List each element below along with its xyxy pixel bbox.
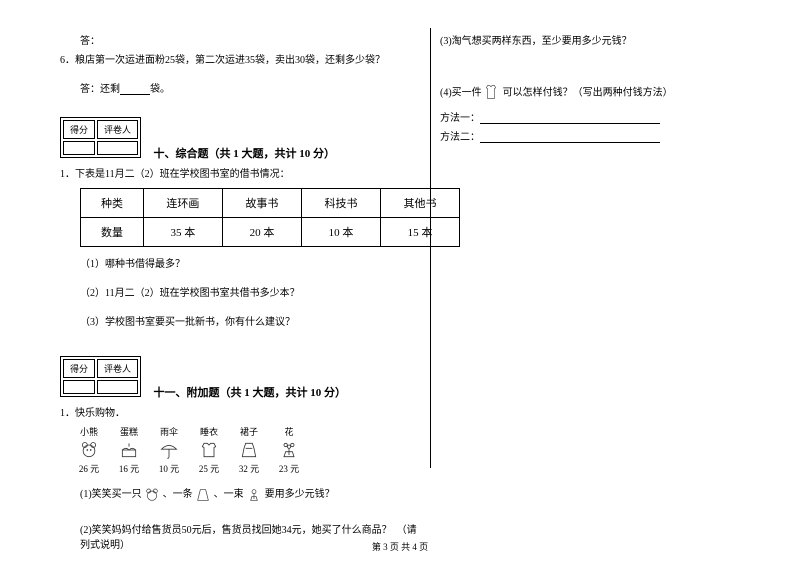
section-10-title: 十、综合题（共 1 大题，共计 10 分） <box>154 145 336 161</box>
text: 可以怎样付钱？（写出两种付钱方法） <box>503 87 673 98</box>
method-label: 方法一： <box>440 113 480 124</box>
item-name: 裙子 <box>240 425 258 438</box>
item-flower: 花 23 元 <box>278 425 300 475</box>
method-1: 方法一： <box>440 109 730 124</box>
item-umbrella: 雨伞 10 元 <box>158 425 180 475</box>
left-column: 答： 6．粮店第一次运进面粉25袋，第二次运进35袋，卖出30袋，还剩多少袋？ … <box>60 28 425 555</box>
pajamas-icon <box>484 83 500 103</box>
table-header: 种类 <box>81 189 144 218</box>
pajamas-icon <box>198 439 220 461</box>
item-price: 25 元 <box>199 462 219 475</box>
item-price: 32 元 <box>239 462 259 475</box>
table-cell: 15 本 <box>380 218 459 247</box>
text: 、一条 <box>163 489 193 500</box>
question-3: (3)淘气想买两样东西，至少要用多少元钱？ <box>440 32 730 47</box>
bear-icon <box>78 439 100 461</box>
method-label: 方法二： <box>440 132 480 143</box>
text: 要用多少元钱？ <box>265 489 335 500</box>
table-header: 故事书 <box>222 189 301 218</box>
table-cell: 数量 <box>81 218 144 247</box>
table-cell: 20 本 <box>222 218 301 247</box>
flower-icon <box>278 439 300 461</box>
item-price: 26 元 <box>79 462 99 475</box>
item-skirt: 裙子 32 元 <box>238 425 260 475</box>
sub-question-2: （2）11月二（2）班在学校图书室共借书多少本？ <box>60 284 425 299</box>
blank-line <box>480 113 660 124</box>
score-label: 得分 <box>63 359 95 378</box>
section-11-q1: 1．快乐购物． <box>60 404 425 419</box>
table-row: 数量 35 本 20 本 10 本 15 本 <box>81 218 460 247</box>
item-price: 16 元 <box>119 462 139 475</box>
score-label: 得分 <box>63 120 95 139</box>
section-11-title: 十一、附加题（共 1 大题，共计 10 分） <box>154 384 347 400</box>
column-divider <box>430 28 431 468</box>
table-row: 种类 连环画 故事书 科技书 其他书 <box>81 189 460 218</box>
item-bear: 小熊 26 元 <box>78 425 100 475</box>
item-price: 23 元 <box>279 462 299 475</box>
item-name: 睡衣 <box>200 425 218 438</box>
text: 、一束 <box>214 489 244 500</box>
table-header: 科技书 <box>301 189 380 218</box>
table-header: 连环画 <box>143 189 222 218</box>
item-name: 雨伞 <box>160 425 178 438</box>
section-10-q1: 1．下表是11月二（2）班在学校图书室的借书情况： <box>60 165 425 180</box>
flower-icon <box>246 487 262 503</box>
question-6-answer: 答：还剩袋。 <box>60 80 425 95</box>
blank-line <box>480 132 660 143</box>
item-name: 蛋糕 <box>120 425 138 438</box>
item-cake: 蛋糕 16 元 <box>118 425 140 475</box>
item-price: 10 元 <box>159 462 179 475</box>
bear-icon <box>144 487 160 503</box>
skirt-icon <box>195 487 211 503</box>
right-column: (3)淘气想买两样东西，至少要用多少元钱？ (4)买一件 可以怎样付钱？（写出两… <box>440 28 730 147</box>
grader-label: 评卷人 <box>97 120 138 139</box>
items-row: 小熊 26 元 蛋糕 16 元 雨伞 10 元 睡衣 25 元 裙子 <box>78 425 425 475</box>
item-pajamas: 睡衣 25 元 <box>198 425 220 475</box>
sub-question-3: （3）学校图书室要买一批新书，你有什么建议？ <box>60 313 425 328</box>
method-2: 方法二： <box>440 128 730 143</box>
score-box: 得分 评卷人 <box>60 356 141 397</box>
cake-icon <box>118 439 140 461</box>
table-header: 其他书 <box>380 189 459 218</box>
question-6: 6．粮店第一次运进面粉25袋，第二次运进35袋，卖出30袋，还剩多少袋？ <box>60 51 425 66</box>
grader-label: 评卷人 <box>97 359 138 378</box>
table-cell: 35 本 <box>143 218 222 247</box>
book-table: 种类 连环画 故事书 科技书 其他书 数量 35 本 20 本 10 本 15 … <box>80 188 460 247</box>
sub-question-1: （1）哪种书借得最多？ <box>60 255 425 270</box>
text: (1)笑笑买一只 <box>80 489 142 500</box>
text: (4)买一件 <box>440 87 482 98</box>
shop-question-1: (1)笑笑买一只 、一条 、一束 要用多少元钱？ <box>60 485 425 503</box>
skirt-icon <box>238 439 260 461</box>
item-name: 花 <box>284 425 293 438</box>
umbrella-icon <box>158 439 180 461</box>
question-4: (4)买一件 可以怎样付钱？（写出两种付钱方法） <box>440 83 730 103</box>
answer-prefix: 答： <box>60 32 425 47</box>
score-box: 得分 评卷人 <box>60 117 141 158</box>
page-footer: 第 3 页 共 4 页 <box>0 540 800 553</box>
item-name: 小熊 <box>80 425 98 438</box>
table-cell: 10 本 <box>301 218 380 247</box>
